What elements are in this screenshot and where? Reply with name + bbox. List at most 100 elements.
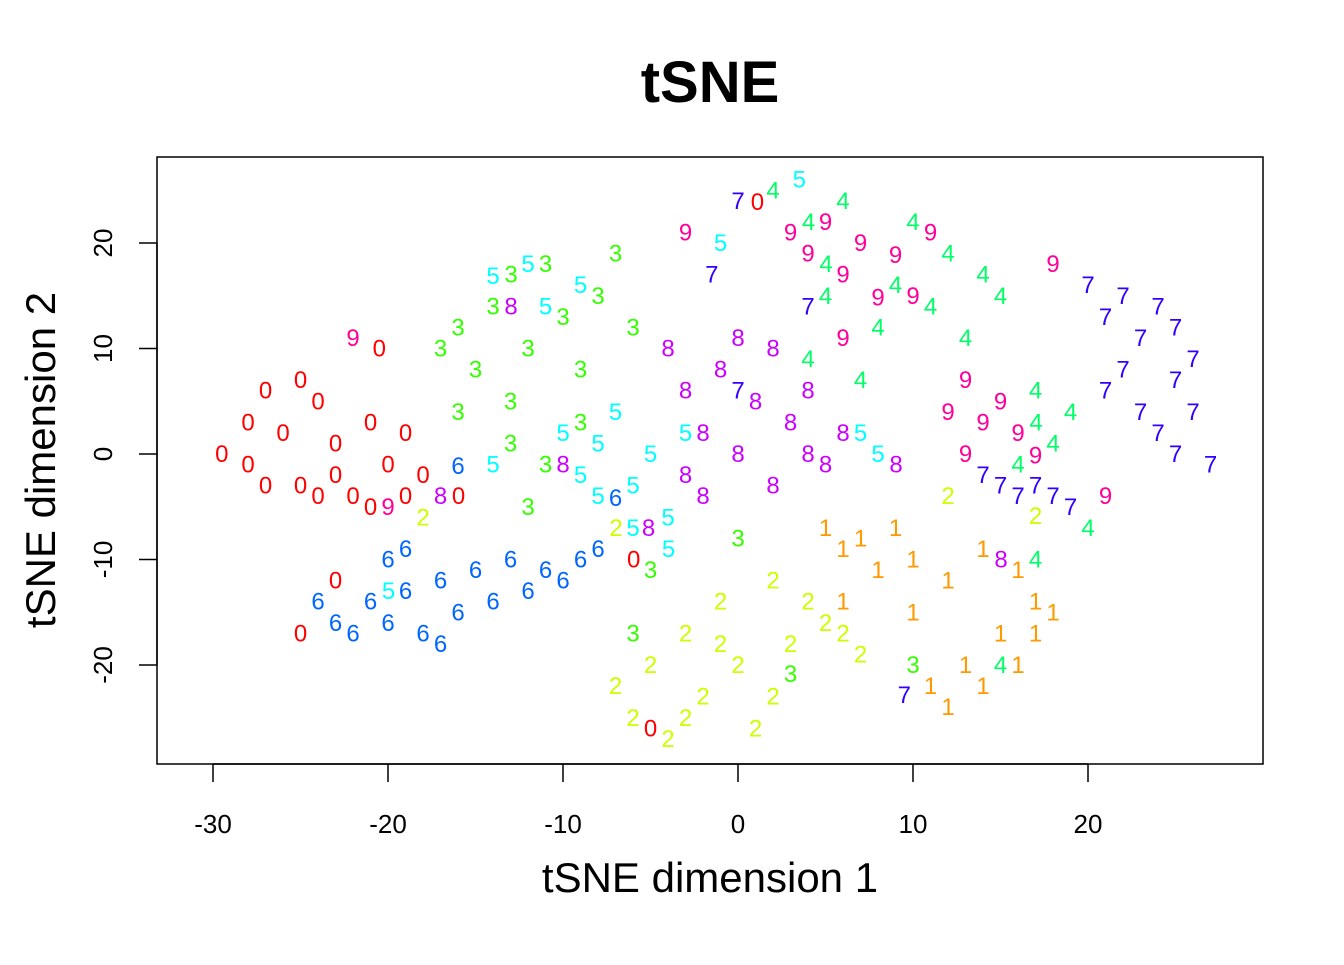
point-digit-2: 2 — [644, 652, 657, 679]
point-digit-7: 7 — [1046, 483, 1059, 510]
point-digit-1: 1 — [941, 568, 954, 595]
point-digit-0: 0 — [294, 620, 307, 647]
point-digit-8: 8 — [766, 336, 779, 363]
point-digit-2: 2 — [766, 684, 779, 711]
point-digit-1: 1 — [1029, 620, 1042, 647]
point-digit-5: 5 — [626, 515, 639, 542]
point-digit-7: 7 — [731, 378, 744, 405]
point-digit-0: 0 — [259, 473, 272, 500]
point-digit-3: 3 — [609, 241, 622, 268]
point-digit-6: 6 — [539, 557, 552, 584]
point-digit-0: 0 — [627, 547, 640, 574]
point-digit-8: 8 — [889, 452, 902, 479]
point-digit-6: 6 — [381, 610, 394, 637]
point-digit-3: 3 — [451, 399, 464, 426]
point-digit-2: 2 — [941, 483, 954, 510]
point-digit-1: 1 — [976, 536, 989, 563]
x-tick-label: -10 — [544, 809, 582, 839]
point-digit-2: 2 — [714, 589, 727, 616]
point-digit-3: 3 — [434, 336, 447, 363]
point-digit-7: 7 — [1204, 452, 1217, 479]
point-digit-5: 5 — [574, 272, 587, 299]
point-digit-9: 9 — [1099, 483, 1112, 510]
point-digit-5: 5 — [661, 504, 674, 531]
point-digit-0: 0 — [381, 452, 394, 479]
point-digit-3: 3 — [556, 304, 569, 331]
point-digit-7: 7 — [898, 682, 911, 709]
point-digit-9: 9 — [924, 219, 937, 246]
point-digit-3: 3 — [626, 620, 639, 647]
point-digit-5: 5 — [609, 399, 622, 426]
point-digit-7: 7 — [705, 262, 718, 289]
point-digit-3: 3 — [486, 293, 499, 320]
point-digit-7: 7 — [1186, 399, 1199, 426]
point-digit-9: 9 — [906, 283, 919, 310]
point-digit-5: 5 — [679, 420, 692, 447]
point-digit-7: 7 — [1116, 357, 1129, 384]
point-digit-2: 2 — [714, 631, 727, 658]
point-digit-6: 6 — [346, 620, 359, 647]
point-digit-0: 0 — [416, 462, 429, 489]
point-digit-2: 2 — [766, 568, 779, 595]
point-digit-7: 7 — [731, 188, 744, 215]
point-digit-9: 9 — [959, 441, 972, 468]
point-digit-3: 3 — [504, 388, 517, 415]
point-digit-7: 7 — [1099, 304, 1112, 331]
point-digit-4: 4 — [1029, 547, 1042, 574]
point-digit-8: 8 — [801, 378, 814, 405]
point-digit-0: 0 — [399, 483, 412, 510]
point-digit-7: 7 — [801, 293, 814, 320]
point-digit-9: 9 — [836, 262, 849, 289]
x-axis: -30 -20 -10 0 10 20 — [194, 763, 1102, 839]
point-digit-0: 0 — [276, 420, 289, 447]
point-digit-4: 4 — [906, 209, 919, 236]
point-digit-1: 1 — [1011, 652, 1024, 679]
point-digit-3: 3 — [591, 283, 604, 310]
point-digit-2: 2 — [416, 504, 429, 531]
point-digit-7: 7 — [1134, 399, 1147, 426]
point-digit-4: 4 — [941, 241, 954, 268]
point-digit-9: 9 — [889, 242, 902, 269]
point-digit-6: 6 — [486, 589, 499, 616]
point-digit-3: 3 — [521, 336, 534, 363]
point-digit-8: 8 — [801, 441, 814, 468]
point-digit-5: 5 — [521, 251, 534, 278]
point-digit-3: 3 — [469, 357, 482, 384]
point-digit-2: 2 — [679, 620, 692, 647]
point-digit-1: 1 — [941, 694, 954, 721]
point-digit-0: 0 — [259, 378, 272, 405]
point-digit-5: 5 — [486, 263, 499, 290]
point-digit-8: 8 — [714, 357, 727, 384]
point-digit-9: 9 — [959, 367, 972, 394]
point-digit-8: 8 — [994, 547, 1007, 574]
point-digit-8: 8 — [731, 325, 744, 352]
y-tick-label: 10 — [88, 334, 118, 363]
point-digit-3: 3 — [574, 357, 587, 384]
point-digit-6: 6 — [591, 536, 604, 563]
point-digit-9: 9 — [1011, 420, 1024, 447]
point-digit-8: 8 — [836, 420, 849, 447]
point-digit-8: 8 — [556, 452, 569, 479]
point-digit-3: 3 — [784, 661, 797, 688]
point-digit-9: 9 — [819, 209, 832, 236]
point-digit-4: 4 — [766, 177, 779, 204]
point-digit-4: 4 — [994, 283, 1007, 310]
point-digit-7: 7 — [1029, 473, 1042, 500]
point-digit-4: 4 — [924, 293, 937, 320]
point-digit-5: 5 — [644, 441, 657, 468]
point-digit-8: 8 — [766, 473, 779, 500]
point-digit-5: 5 — [556, 420, 569, 447]
point-digit-6: 6 — [609, 485, 622, 512]
point-digit-3: 3 — [644, 557, 657, 584]
point-digit-0: 0 — [241, 452, 254, 479]
point-digit-1: 1 — [819, 515, 832, 542]
point-digit-8: 8 — [696, 420, 709, 447]
point-digit-6: 6 — [469, 557, 482, 584]
point-digit-1: 1 — [889, 515, 902, 542]
point-digit-0: 0 — [311, 388, 324, 415]
point-digit-0: 0 — [373, 336, 386, 363]
point-digit-9: 9 — [346, 325, 359, 352]
point-digit-6: 6 — [434, 631, 447, 658]
point-digit-9: 9 — [801, 241, 814, 268]
point-digit-8: 8 — [731, 441, 744, 468]
